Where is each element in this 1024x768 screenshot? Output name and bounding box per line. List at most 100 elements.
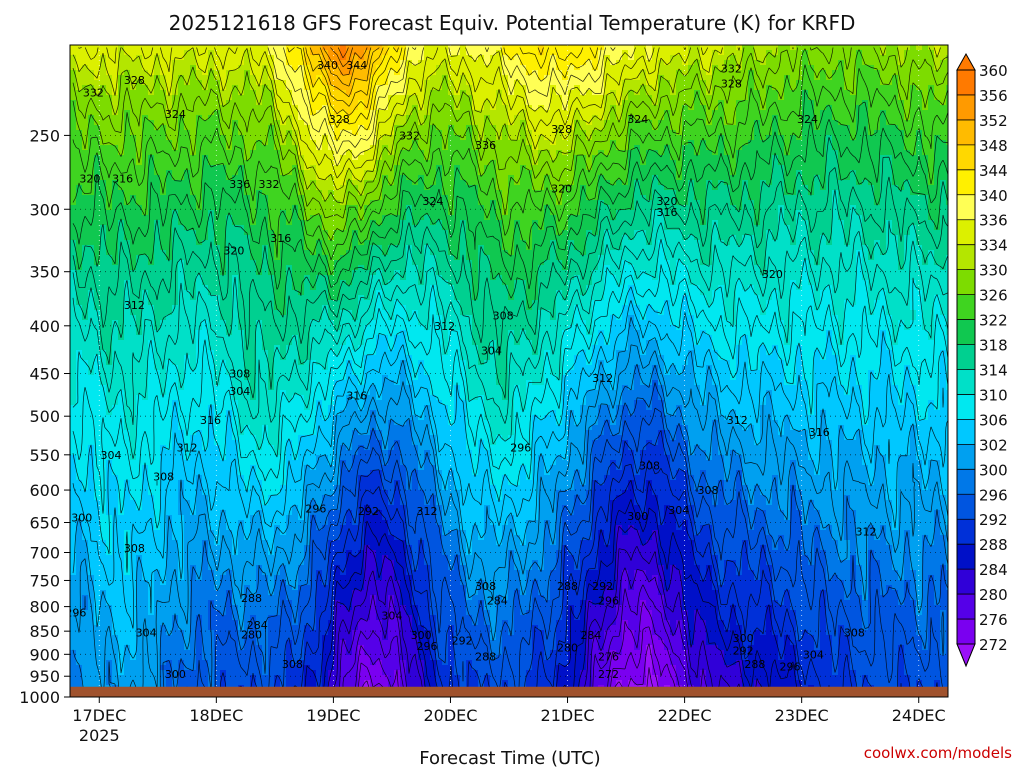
- contour-label: 280: [557, 642, 578, 655]
- contour-label: 284: [487, 594, 508, 607]
- contour-label: 332: [259, 178, 280, 191]
- contour-label: 292: [452, 635, 473, 648]
- contour-label: 308: [153, 470, 174, 483]
- colorbar-swatch: [957, 95, 975, 120]
- colorbar-tick-label: 344: [979, 162, 1008, 180]
- contour-label: 296: [510, 441, 531, 454]
- contour-label: 332: [399, 129, 420, 142]
- colorbar-tick-label: 336: [979, 212, 1008, 230]
- contour-label: 300: [627, 510, 648, 523]
- colorbar-tick-label: 322: [979, 312, 1008, 330]
- contour-label: 304: [381, 610, 402, 623]
- colorbar-swatch: [957, 320, 975, 345]
- contour-label: 308: [475, 580, 496, 593]
- y-tick-label: 750: [29, 571, 60, 590]
- colorbar-swatch: [957, 170, 975, 195]
- contour-label: 324: [165, 108, 186, 121]
- colorbar-tick-label: 334: [979, 237, 1008, 255]
- colorbar-swatch: [957, 145, 975, 170]
- contour-label: 292: [733, 645, 754, 658]
- x-tick-label: 17DEC: [72, 706, 126, 725]
- contour-label: 300: [71, 511, 92, 524]
- colorbar-tick-label: 284: [979, 561, 1008, 579]
- contour-label: 316: [809, 426, 830, 439]
- colorbar-tick-label: 300: [979, 461, 1008, 479]
- contour-label: 324: [422, 195, 443, 208]
- y-tick-label: 800: [29, 598, 60, 617]
- chart-title: 2025121618 GFS Forecast Equiv. Potential…: [169, 11, 856, 35]
- y-tick-label: 500: [29, 407, 60, 426]
- contour-label: 308: [282, 658, 303, 671]
- contour-label: 328: [721, 78, 742, 91]
- y-tick-label: 700: [29, 544, 60, 563]
- contour-label: 288: [744, 658, 765, 671]
- contour-label: 324: [797, 113, 818, 126]
- colorbar-tick-label: 276: [979, 611, 1008, 629]
- contour-label: 288: [475, 651, 496, 664]
- contour-label: 288: [241, 592, 262, 605]
- colorbar-tick-label: 356: [979, 87, 1008, 105]
- contour-label: 312: [177, 441, 198, 454]
- x-tick-label: 19DEC: [306, 706, 360, 725]
- contour-label: 304: [481, 344, 502, 357]
- colorbar-swatch: [957, 394, 975, 419]
- colorbar-tick-label: 348: [979, 137, 1008, 155]
- x-tick-label: 20DEC: [423, 706, 477, 725]
- y-tick-label: 650: [29, 513, 60, 532]
- contour-label: 288: [557, 580, 578, 593]
- contour-label: 308: [844, 627, 865, 640]
- colorbar-swatch: [957, 519, 975, 544]
- contour-label: 320: [79, 172, 100, 185]
- contour-label: 312: [124, 299, 145, 312]
- colorbar-tick-label: 296: [979, 486, 1008, 504]
- colorbar-tick-label: 306: [979, 411, 1008, 429]
- contour-label: 316: [200, 414, 221, 427]
- contour-label: 312: [434, 320, 455, 333]
- y-tick-label: 300: [29, 200, 60, 219]
- colorbar-swatch: [957, 469, 975, 494]
- colorbar-swatch: [957, 544, 975, 569]
- contour-label: 332: [83, 87, 104, 100]
- colorbar-tick-label: 326: [979, 287, 1008, 305]
- colorbar-tick-label: 330: [979, 262, 1008, 280]
- colorbar-swatch: [957, 369, 975, 394]
- x-axis-label: Forecast Time (UTC): [419, 748, 600, 768]
- credit-link[interactable]: coolwx.com/models: [864, 744, 1012, 762]
- contour-label: 296: [779, 661, 800, 674]
- contour-label: 308: [493, 310, 514, 323]
- colorbar-swatch: [957, 270, 975, 295]
- colorbar-swatch: [957, 70, 975, 95]
- contour-label: 296: [417, 640, 438, 653]
- contour-label: 336: [475, 139, 496, 152]
- colorbar-swatch: [957, 220, 975, 245]
- y-tick-label: 1000: [19, 688, 60, 707]
- colorbar-tick-label: 352: [979, 112, 1008, 130]
- contour-label: 300: [733, 632, 754, 645]
- contour-label: 312: [856, 526, 877, 539]
- contour-label: 284: [580, 629, 601, 642]
- contour-label: 308: [229, 368, 250, 381]
- contour-label: 340: [317, 59, 338, 72]
- contour-label: 292: [592, 580, 613, 593]
- y-tick-label: 900: [29, 645, 60, 664]
- contour-label: 324: [627, 113, 648, 126]
- y-tick-label: 950: [29, 667, 60, 686]
- colorbar-swatch: [957, 120, 975, 145]
- contour-label: 276: [598, 651, 619, 664]
- contour-label: 320: [551, 182, 572, 195]
- colorbar-swatch: [957, 245, 975, 270]
- contour-label: 316: [112, 172, 133, 185]
- contour-label: 300: [165, 668, 186, 681]
- colorbar: 3603563523483443403363343303263223183143…: [957, 54, 1008, 666]
- y-tick-label: 550: [29, 446, 60, 465]
- colorbar-tick-label: 280: [979, 586, 1008, 604]
- y-tick-label: 600: [29, 481, 60, 500]
- y-tick-label: 250: [29, 126, 60, 145]
- contour-label: 304: [668, 504, 689, 517]
- colorbar-tick-label: 340: [979, 187, 1008, 205]
- y-tick-label: 450: [29, 365, 60, 384]
- contour-label: 292: [358, 505, 379, 518]
- contour-label: 304: [136, 627, 157, 640]
